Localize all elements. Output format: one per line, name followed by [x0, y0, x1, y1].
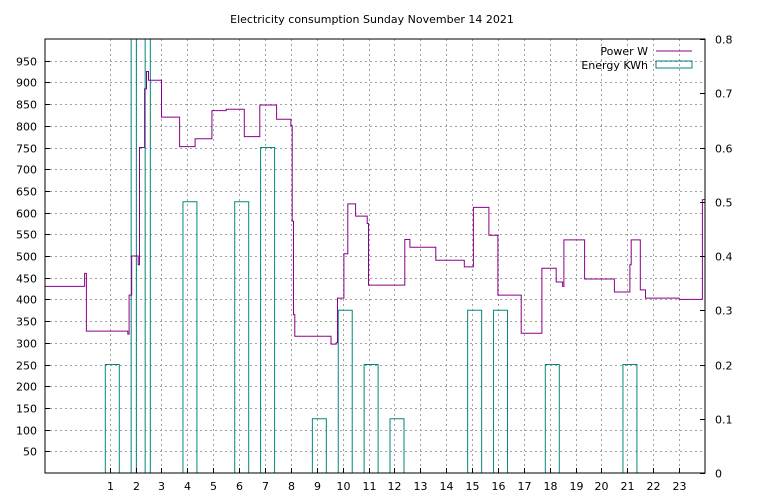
energy-bar — [544, 364, 560, 474]
y-left-tick-label: 900 — [16, 77, 37, 90]
x-tick-label: 3 — [158, 480, 165, 493]
legend-label-power: Power W — [600, 45, 648, 58]
x-tick-label: 4 — [184, 480, 191, 493]
x-tick-label: 20 — [595, 480, 609, 493]
energy-bar — [622, 364, 638, 474]
y-left-tick-label: 850 — [16, 99, 37, 112]
x-tick-label: 14 — [440, 480, 454, 493]
power-line — [45, 71, 705, 345]
x-tick-label: 18 — [544, 480, 558, 493]
energy-bar — [234, 201, 250, 474]
energy-bar — [493, 309, 509, 474]
x-tick-label: 5 — [210, 480, 217, 493]
x-tick-label: 6 — [236, 480, 243, 493]
x-tick-label: 13 — [414, 480, 428, 493]
y-right-tick-label: 0 — [715, 468, 722, 481]
y-left-tick-label: 250 — [16, 360, 37, 373]
y-left-tick-label: 300 — [16, 338, 37, 351]
power-series — [45, 71, 705, 345]
y-right-tick-label: 0.7 — [715, 88, 733, 101]
y-left-tick-label: 150 — [16, 403, 37, 416]
x-tick-label: 15 — [466, 480, 480, 493]
y-right-tick-label: 0.2 — [715, 360, 733, 373]
y-right-tick-label: 0.3 — [715, 305, 733, 318]
energy-bar — [182, 201, 198, 474]
y-left-tick-label: 200 — [16, 381, 37, 394]
legend: Power W Energy KWh — [581, 45, 693, 72]
x-tick-label: 23 — [673, 480, 687, 493]
y-left-tick-label: 400 — [16, 294, 37, 307]
x-tick-label: 1 — [107, 480, 114, 493]
y-right-tick-label: 0.6 — [715, 143, 733, 156]
x-tick-label: 10 — [337, 480, 351, 493]
x-tick-label: 16 — [492, 480, 506, 493]
energy-bar — [389, 418, 405, 474]
y-left-tick-label: 800 — [16, 121, 37, 134]
energy-bar — [363, 364, 379, 474]
y-axis-left: 50 100 150 200 250 300 350 400 450 500 550 600 650 70… — [16, 56, 50, 459]
y-axis-right: 0 0.1 0.2 0.3 0.4 0.5 0.6 0.7 0.8 — [700, 34, 733, 481]
energy-bar — [104, 364, 120, 474]
x-tick-label: 2 — [133, 480, 140, 493]
y-left-tick-label: 650 — [16, 186, 37, 199]
x-tick-label: 21 — [621, 480, 635, 493]
chart-title: Electricity consumption Sunday November … — [230, 13, 514, 26]
x-tick-label: 12 — [388, 480, 402, 493]
energy-bar — [260, 147, 276, 474]
grid — [45, 39, 705, 473]
y-left-tick-label: 450 — [16, 273, 37, 286]
x-tick-label: 11 — [363, 480, 377, 493]
energy-bar — [467, 309, 483, 474]
x-tick-label: 22 — [647, 480, 661, 493]
y-left-tick-label: 750 — [16, 143, 37, 156]
energy-bar — [337, 309, 353, 474]
y-left-tick-label: 600 — [16, 208, 37, 221]
y-right-tick-label: 0.1 — [715, 414, 733, 427]
x-tick-label: 19 — [570, 480, 584, 493]
y-left-tick-label: 500 — [16, 251, 37, 264]
x-tick-label: 17 — [518, 480, 532, 493]
y-right-tick-label: 0.4 — [715, 251, 733, 264]
x-tick-label: 8 — [288, 480, 295, 493]
legend-label-energy: Energy KWh — [581, 59, 648, 72]
y-left-tick-label: 700 — [16, 164, 37, 177]
y-right-tick-label: 0.8 — [715, 34, 733, 47]
y-right-tick-label: 0.5 — [715, 197, 733, 210]
energy-bar — [311, 418, 327, 474]
legend-swatch-energy — [655, 60, 693, 69]
y-left-tick-label: 950 — [16, 56, 37, 69]
y-left-tick-label: 550 — [16, 229, 37, 242]
x-axis: 1 2 3 4 5 6 7 8 9 10 11 12 13 14 15 16 17 18 19 20 21 22 23 — [107, 468, 687, 493]
x-tick-label: 7 — [262, 480, 269, 493]
x-tick-label: 9 — [314, 480, 321, 493]
y-left-tick-label: 100 — [16, 425, 37, 438]
y-left-tick-label: 350 — [16, 316, 37, 329]
y-left-tick-label: 50 — [23, 446, 37, 459]
